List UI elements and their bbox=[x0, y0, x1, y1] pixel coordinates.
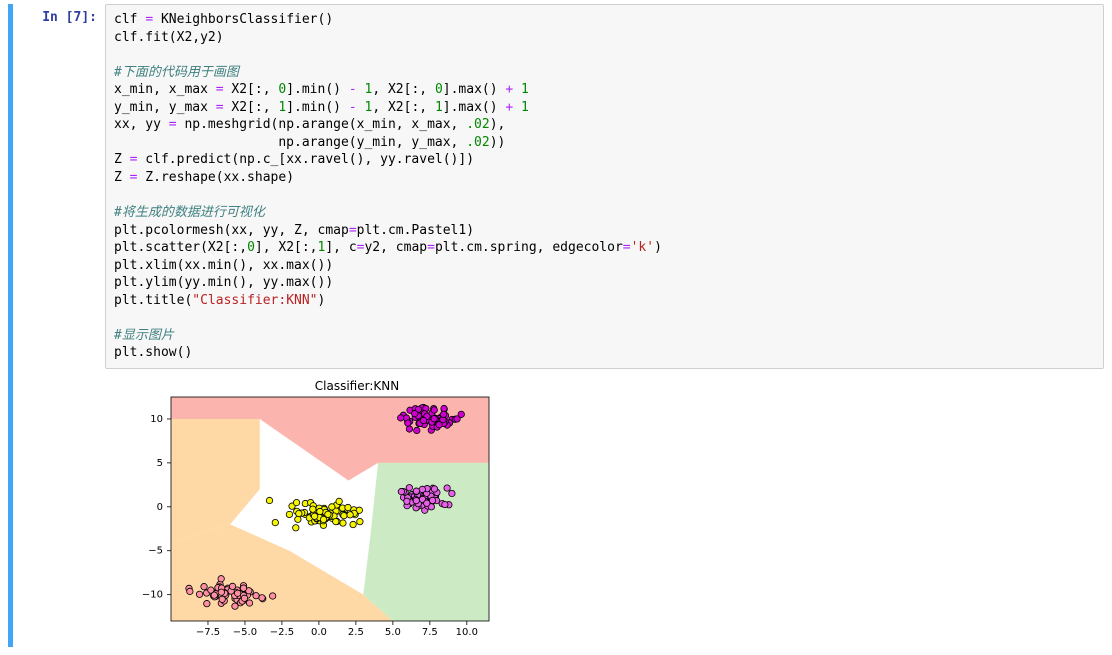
notebook: In [7]: clf = KNeighborsClassifier() clf… bbox=[0, 0, 1112, 655]
svg-text:0: 0 bbox=[157, 502, 163, 513]
input-area: In [7]: clf = KNeighborsClassifier() clf… bbox=[19, 4, 1104, 369]
svg-text:−5.0: −5.0 bbox=[233, 627, 257, 638]
svg-text:10.0: 10.0 bbox=[456, 627, 478, 638]
svg-text:10: 10 bbox=[150, 414, 163, 425]
svg-text:−7.5: −7.5 bbox=[196, 627, 220, 638]
svg-text:7.5: 7.5 bbox=[422, 627, 438, 638]
svg-text:0.0: 0.0 bbox=[311, 627, 327, 638]
knn-chart: −7.5 −5.0 −2.5 0.0 2.5 5.0 7.5 10.0 −10 −5 0 5 10 bbox=[121, 395, 543, 643]
svg-text:5.0: 5.0 bbox=[385, 627, 401, 638]
svg-text:5: 5 bbox=[157, 458, 163, 469]
output-prompt bbox=[19, 373, 105, 643]
code-cell: In [7]: clf = KNeighborsClassifier() clf… bbox=[8, 4, 1104, 647]
svg-text:−2.5: −2.5 bbox=[270, 627, 294, 638]
chart-title: Classifier:KNN bbox=[171, 379, 543, 393]
svg-text:2.5: 2.5 bbox=[348, 627, 364, 638]
svg-text:−10: −10 bbox=[142, 590, 163, 601]
svg-text:−5: −5 bbox=[148, 546, 163, 557]
output-area: Classifier:KNN −7.5 −5.0 −2.5 0.0 2.5 5.0 7.5 1… bbox=[19, 373, 1104, 643]
code-editor[interactable]: clf = KNeighborsClassifier() clf.fit(X2,… bbox=[105, 4, 1104, 369]
chart-output: Classifier:KNN −7.5 −5.0 −2.5 0.0 2.5 5.0 7.5 1… bbox=[105, 373, 543, 643]
input-prompt: In [7]: bbox=[19, 4, 105, 25]
